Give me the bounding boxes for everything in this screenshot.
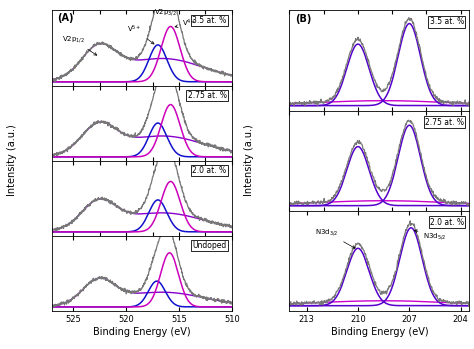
Text: V$^{5+}$: V$^{5+}$	[128, 24, 154, 44]
Text: (A): (A)	[57, 14, 74, 23]
Text: V2p$_{1/2}$: V2p$_{1/2}$	[62, 35, 97, 55]
Text: N3d$_{3/2}$: N3d$_{3/2}$	[315, 227, 355, 248]
X-axis label: Binding Energy (eV): Binding Energy (eV)	[330, 327, 428, 337]
Text: V$^{4+}$: V$^{4+}$	[175, 17, 197, 29]
Text: Undoped: Undoped	[192, 241, 227, 250]
Text: 2.0 at. %: 2.0 at. %	[192, 166, 227, 175]
Text: 3.5 at. %: 3.5 at. %	[429, 17, 464, 27]
Text: 3.5 at. %: 3.5 at. %	[192, 16, 227, 25]
Text: Intensity (a.u.): Intensity (a.u.)	[244, 125, 254, 196]
Text: 2.75 at. %: 2.75 at. %	[188, 91, 227, 100]
Text: Intensity (a.u.): Intensity (a.u.)	[7, 125, 17, 196]
Text: (B): (B)	[295, 14, 311, 24]
Text: N3d$_{5/2}$: N3d$_{5/2}$	[414, 230, 447, 242]
Text: V2p$_{3/2}$: V2p$_{3/2}$	[154, 7, 177, 18]
X-axis label: Binding Energy (eV): Binding Energy (eV)	[93, 327, 191, 337]
Text: 2.0 at. %: 2.0 at. %	[430, 217, 464, 227]
Text: 2.75 at. %: 2.75 at. %	[425, 118, 464, 127]
